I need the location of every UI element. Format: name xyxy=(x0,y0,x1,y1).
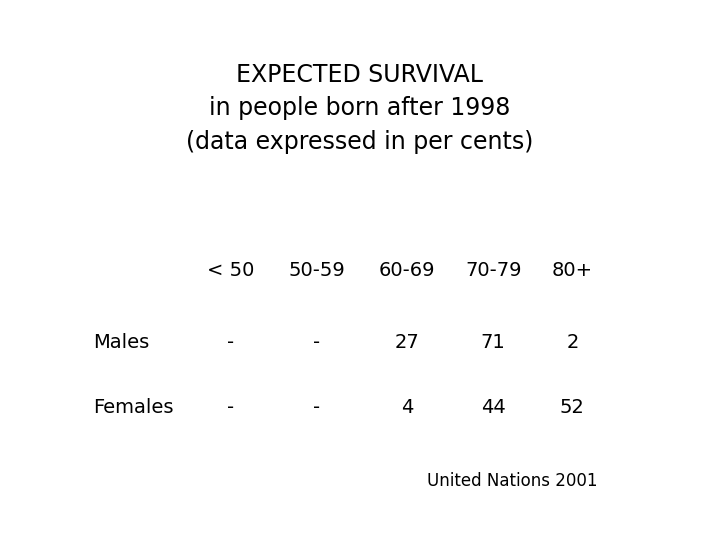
Text: -: - xyxy=(313,398,320,417)
Text: -: - xyxy=(227,333,234,353)
Text: 27: 27 xyxy=(395,333,419,353)
Text: 80+: 80+ xyxy=(552,260,593,280)
Text: 44: 44 xyxy=(481,398,505,417)
Text: < 50: < 50 xyxy=(207,260,254,280)
Text: 71: 71 xyxy=(481,333,505,353)
Text: United Nations 2001: United Nations 2001 xyxy=(427,471,598,490)
Text: 70-79: 70-79 xyxy=(465,260,521,280)
Text: 2: 2 xyxy=(566,333,579,353)
Text: 4: 4 xyxy=(400,398,413,417)
Text: -: - xyxy=(227,398,234,417)
Text: 52: 52 xyxy=(560,398,585,417)
Text: Females: Females xyxy=(94,398,174,417)
Text: -: - xyxy=(313,333,320,353)
Text: 50-59: 50-59 xyxy=(289,260,345,280)
Text: EXPECTED SURVIVAL
in people born after 1998
(data expressed in per cents): EXPECTED SURVIVAL in people born after 1… xyxy=(186,63,534,153)
Text: 60-69: 60-69 xyxy=(379,260,435,280)
Text: Males: Males xyxy=(94,333,150,353)
